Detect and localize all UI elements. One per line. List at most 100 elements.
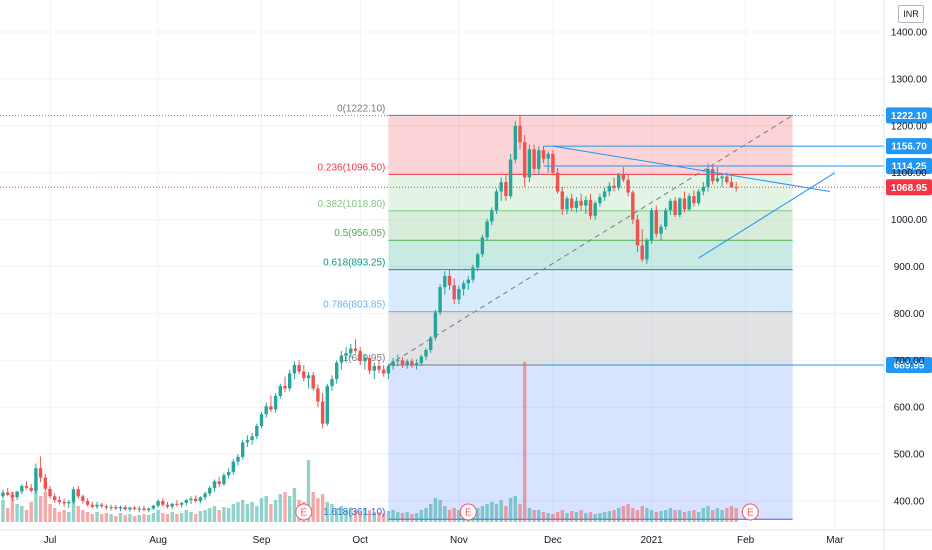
candle-body — [132, 507, 137, 509]
candle-body — [100, 504, 104, 507]
price-tick-label: 400.00 — [894, 497, 925, 508]
volume-bar — [212, 506, 217, 522]
candle-body — [194, 498, 198, 501]
candle-body — [494, 191, 499, 211]
candle-body — [504, 182, 508, 197]
volume-bar — [673, 510, 677, 522]
fibonacci-retracement[interactable]: 0(1222.10) 0.236(1096.50) 0.382(1018.80) 0.… — [318, 103, 793, 520]
volume-bar — [85, 512, 90, 522]
candle-body — [320, 401, 325, 424]
volume-bar — [447, 510, 452, 522]
volume-bar — [349, 508, 353, 522]
volume-bar — [320, 494, 325, 522]
candle-body — [579, 200, 583, 206]
volume-bar — [363, 508, 367, 522]
volume-bar — [123, 515, 127, 522]
volume-bar — [217, 510, 221, 522]
volume-bar — [81, 510, 85, 522]
volume-bar — [485, 504, 489, 522]
fib-level-label: 0.618(893.25) — [323, 258, 385, 269]
candle-body — [729, 182, 734, 188]
horizontal-levels[interactable]: 1222.10 1156.70 1114.25 689.95 1068.95 — [0, 107, 932, 374]
volume-bar — [128, 514, 132, 522]
candle-body — [90, 504, 94, 507]
time-axis[interactable]: Jul Aug Sep Oct Nov Dec 2021 Feb Mar — [0, 529, 932, 546]
candle-body — [15, 491, 19, 498]
candle-body — [602, 191, 607, 198]
earnings-event-icon[interactable] — [459, 503, 477, 521]
volume-bar — [480, 506, 485, 522]
support-trend-line[interactable] — [698, 172, 836, 259]
candle-body — [335, 362, 339, 380]
volume-bar — [283, 492, 287, 522]
fib-level-label: 0(1222.10) — [337, 103, 385, 114]
volume-bar — [189, 512, 193, 522]
volume-bar — [325, 502, 329, 522]
fib-level-label: 0.236(1096.50) — [318, 162, 386, 173]
candle-body — [635, 219, 640, 246]
volume-bar — [400, 513, 405, 522]
candle-body — [631, 192, 635, 220]
candle-body — [382, 369, 386, 374]
candle-body — [147, 508, 151, 510]
candle-body — [43, 477, 47, 489]
candle-body — [584, 199, 588, 206]
candle-body — [419, 356, 423, 364]
time-tick-label: Aug — [149, 535, 167, 546]
earnings-event-icon[interactable] — [295, 503, 313, 521]
price-tick-label: 700.00 — [894, 356, 925, 367]
candle-body — [443, 275, 447, 288]
time-tick-label: Mar — [826, 535, 844, 546]
candle-body — [222, 475, 226, 485]
candle-body — [1, 492, 5, 497]
volume-bar — [109, 514, 113, 522]
volume-bar — [306, 460, 311, 522]
candle-body — [626, 179, 630, 193]
volume-bar — [335, 508, 339, 522]
candle-body — [339, 355, 344, 363]
volume-bar — [410, 514, 414, 522]
earnings-event-icon[interactable] — [741, 503, 759, 521]
candle-body — [179, 502, 184, 505]
candle-body — [175, 503, 179, 505]
volume-bar — [203, 510, 207, 522]
resistance-trend-line[interactable] — [552, 145, 831, 192]
candle-body — [123, 507, 127, 510]
candle-body — [269, 406, 273, 410]
candle-body — [560, 191, 564, 210]
candle-body — [682, 198, 687, 210]
volume-bar — [194, 514, 198, 522]
candle-body — [151, 505, 156, 509]
price-tick-label: 1100.00 — [891, 168, 927, 179]
candle-body — [29, 487, 33, 491]
volume-bar — [518, 504, 522, 522]
candle-body — [447, 275, 452, 286]
volume-bar — [612, 510, 616, 522]
candle-body — [664, 210, 668, 227]
volume-bar — [405, 512, 409, 522]
volume-bar — [179, 513, 184, 522]
candle-body — [706, 168, 710, 187]
earnings-event-label: E — [747, 508, 754, 519]
volume-bar — [720, 510, 724, 522]
volume-bar — [734, 508, 738, 522]
candle-body — [259, 414, 264, 426]
drawings[interactable] — [552, 145, 836, 259]
price-axis[interactable]: 1400.00 1300.00 1200.00 1100.00 1000.00 900.0… — [883, 0, 928, 550]
candle-body — [57, 500, 62, 502]
candle-body — [668, 200, 673, 211]
price-tick-label: 1200.00 — [891, 121, 928, 132]
earnings-event-label: E — [465, 508, 472, 519]
volume-bar — [100, 514, 104, 522]
candle-body — [654, 210, 658, 234]
volume-bar — [687, 511, 691, 522]
price-tag-label: 1156.70 — [891, 142, 927, 153]
candle-body — [156, 501, 160, 506]
volume-bar — [358, 512, 362, 522]
volume-bar — [523, 362, 527, 522]
currency-badge[interactable]: INR — [898, 5, 924, 23]
candle-body — [306, 375, 311, 379]
candle-body — [161, 501, 165, 505]
